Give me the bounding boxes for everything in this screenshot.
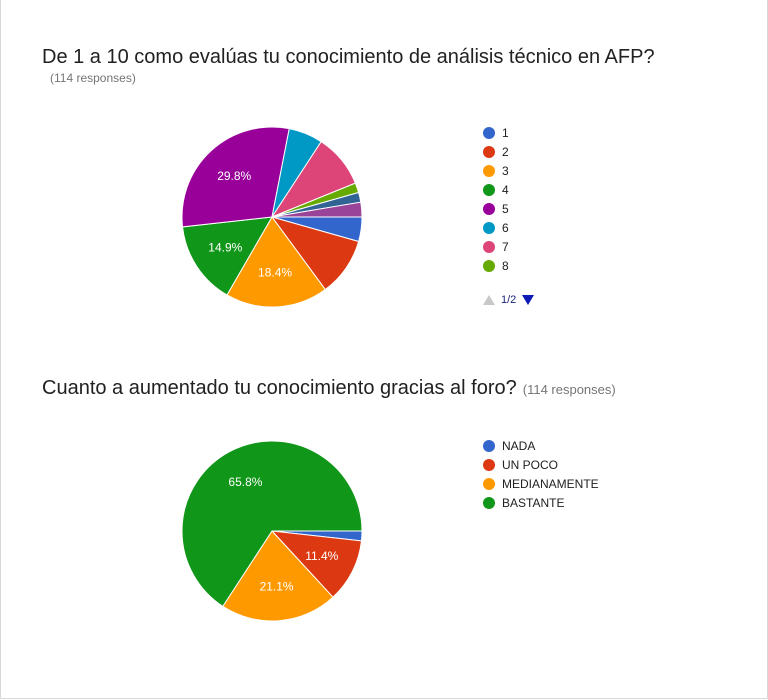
chart1-legend-item[interactable]: 1 (483, 123, 509, 142)
chart2-title-row: Cuanto a aumentado tu conocimiento graci… (42, 377, 616, 400)
legend-dot-icon (483, 126, 495, 139)
chart2-legend-item[interactable]: BASTANTE (483, 493, 599, 512)
legend-dot-icon (483, 439, 495, 452)
legend-dot-icon (483, 183, 495, 196)
chart1-legend-item[interactable]: 7 (483, 237, 509, 256)
chart1-legend-item[interactable]: 2 (483, 142, 509, 161)
legend-dot-icon (483, 202, 495, 215)
chart1-legend-item[interactable]: 5 (483, 199, 509, 218)
chart1-slice-10[interactable] (271, 201, 363, 218)
legend-pager: 1/2 (483, 294, 535, 306)
chart1-responses: (114 responses) (50, 71, 136, 85)
legend-label: 7 (502, 239, 509, 254)
chart1-legend: 1 2 3 4 5 6 7 8 (483, 123, 509, 275)
legend-label: 6 (502, 220, 509, 235)
legend-dot-icon (483, 496, 495, 509)
chart1-legend-item[interactable]: 6 (483, 218, 509, 237)
chart2-title: Cuanto a aumentado tu conocimiento graci… (42, 377, 517, 399)
legend-dot-icon (483, 145, 495, 158)
legend-label: 5 (502, 201, 509, 216)
chart1-slice-label: 14.9% (208, 241, 242, 255)
legend-label: 2 (502, 144, 509, 159)
legend-dot-icon (483, 458, 495, 471)
legend-label: 1 (502, 125, 509, 140)
chart1-slice-3[interactable] (226, 216, 327, 308)
legend-label: NADA (502, 438, 536, 453)
legend-dot-icon (483, 477, 495, 490)
chart1-slice-label: 29.8% (217, 169, 251, 183)
legend-label: UN POCO (502, 457, 559, 472)
chart1-slice-5[interactable] (181, 126, 290, 228)
chart1-legend-item[interactable]: 4 (483, 180, 509, 199)
legend-dot-icon (483, 240, 495, 253)
chart2-legend-item[interactable]: UN POCO (483, 455, 599, 474)
chart1-legend-item[interactable]: 3 (483, 161, 509, 180)
chart2-legend-item[interactable]: MEDIANAMENTE (483, 474, 599, 493)
legend-dot-icon (483, 164, 495, 177)
legend-dot-icon (483, 259, 495, 272)
legend-label: MEDIANAMENTE (502, 476, 599, 491)
legend-label: 8 (502, 258, 509, 273)
chart2-responses: (114 responses) (522, 382, 616, 397)
chart1-title: De 1 a 10 como evalúas tu conocimiento d… (42, 46, 655, 68)
chart2-legend-item[interactable]: NADA (483, 436, 599, 455)
legend-label: 4 (502, 182, 509, 197)
chart1-slice-4[interactable] (181, 216, 273, 296)
pager-prev-icon[interactable] (483, 295, 495, 305)
legend-label: 3 (502, 163, 509, 178)
pager-label: 1/2 (501, 294, 517, 306)
legend-dot-icon (483, 221, 495, 234)
chart1-legend-item[interactable]: 8 (483, 256, 509, 275)
legend-label: BASTANTE (502, 495, 565, 510)
chart1-slice-label: 18.4% (258, 266, 292, 280)
pager-next-icon[interactable] (522, 295, 535, 305)
chart2-legend: NADA UN POCO MEDIANAMENTE BASTANTE (483, 436, 599, 512)
